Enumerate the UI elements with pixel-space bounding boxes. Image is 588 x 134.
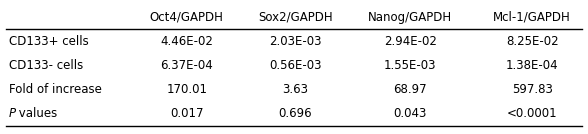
- Text: 68.97: 68.97: [393, 83, 427, 96]
- Text: 4.46E-02: 4.46E-02: [161, 35, 213, 48]
- Text: Oct4/GAPDH: Oct4/GAPDH: [150, 11, 223, 24]
- Text: 0.043: 0.043: [393, 107, 427, 120]
- Text: Mcl-1/GAPDH: Mcl-1/GAPDH: [493, 11, 571, 24]
- Text: 170.01: 170.01: [166, 83, 207, 96]
- Text: 1.38E-04: 1.38E-04: [506, 59, 559, 72]
- Text: <0.0001: <0.0001: [507, 107, 557, 120]
- Text: Nanog/GAPDH: Nanog/GAPDH: [368, 11, 452, 24]
- Text: 2.03E-03: 2.03E-03: [269, 35, 322, 48]
- Text: 0.696: 0.696: [279, 107, 312, 120]
- Text: 6.37E-04: 6.37E-04: [161, 59, 213, 72]
- Text: 2.94E-02: 2.94E-02: [384, 35, 436, 48]
- Text: 8.25E-02: 8.25E-02: [506, 35, 559, 48]
- Text: 0.017: 0.017: [170, 107, 203, 120]
- Text: Fold of increase: Fold of increase: [9, 83, 102, 96]
- Text: CD133- cells: CD133- cells: [9, 59, 83, 72]
- Text: 0.56E-03: 0.56E-03: [269, 59, 322, 72]
- Text: 597.83: 597.83: [512, 83, 553, 96]
- Text: 1.55E-03: 1.55E-03: [384, 59, 436, 72]
- Text: P: P: [9, 107, 16, 120]
- Text: CD133+ cells: CD133+ cells: [9, 35, 89, 48]
- Text: values: values: [15, 107, 57, 120]
- Text: 3.63: 3.63: [282, 83, 309, 96]
- Text: Sox2/GAPDH: Sox2/GAPDH: [258, 11, 333, 24]
